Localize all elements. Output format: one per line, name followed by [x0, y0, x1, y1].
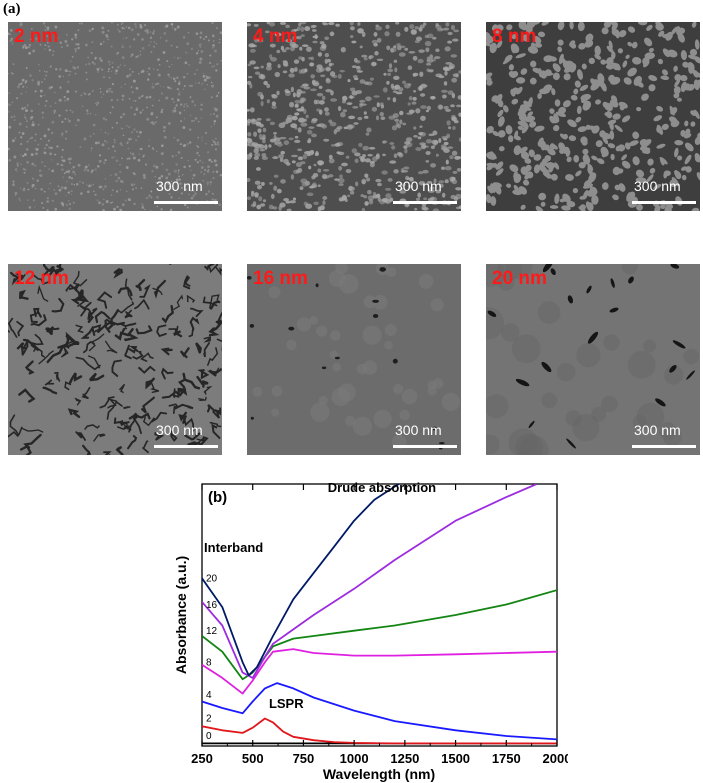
series-label: 20	[206, 574, 218, 585]
sem-texture	[486, 22, 700, 211]
sem-texture	[486, 264, 700, 455]
x-tick-label: 750	[293, 751, 315, 766]
sem-image-5: 16 nm 300 nm	[247, 264, 461, 455]
panel-b-label: (b)	[208, 489, 227, 506]
chart-annotation: Drude absorption	[328, 482, 436, 495]
panel-a-label: (a)	[3, 1, 21, 17]
scale-bar-label: 300 nm	[634, 422, 681, 438]
scale-bar-label: 300 nm	[634, 178, 681, 194]
series-label: 8	[206, 657, 212, 668]
sem-image-3: 8 nm 300 nm	[486, 22, 700, 211]
series-label: 16	[206, 600, 218, 611]
x-tick-label: 1750	[492, 751, 521, 766]
series-line-4	[202, 682, 557, 741]
chart-annotation: Interband	[204, 540, 263, 555]
sem-texture	[247, 22, 461, 211]
x-axis-label: Wavelength (nm)	[323, 766, 435, 782]
series-line-16	[202, 484, 538, 679]
series-line-20	[202, 484, 401, 677]
plot-frame	[201, 483, 558, 747]
sem-image-1: 2 nm 300 nm	[8, 22, 222, 211]
sem-image-6: 20 nm 300 nm	[486, 264, 700, 455]
scale-bar	[154, 201, 218, 204]
scale-bar-label: 300 nm	[395, 178, 442, 194]
film-thickness-label: 12 nm	[14, 268, 69, 289]
x-tick-label: 250	[191, 751, 213, 766]
scale-bar	[154, 445, 218, 448]
film-thickness-label: 20 nm	[492, 268, 547, 289]
film-thickness-label: 8 nm	[492, 26, 537, 47]
series-label: 4	[206, 690, 212, 701]
chart-annotation: LSPR	[269, 696, 304, 711]
x-tick-label: 1000	[340, 751, 369, 766]
sem-texture	[247, 264, 461, 455]
series-label: 2	[206, 714, 212, 725]
absorbance-chart: 250 500 750 1000 1250 1500 1750 2000 (b) Drude …	[173, 482, 568, 782]
x-tick-label: 500	[242, 751, 264, 766]
sem-image-4: 12 nm 300 nm	[8, 264, 222, 455]
scale-bar	[393, 445, 457, 448]
scale-bar	[632, 445, 696, 448]
y-axis-label: Absorbance (a.u.)	[173, 556, 189, 674]
scale-bar	[393, 201, 457, 204]
series-line-2	[202, 717, 557, 745]
sem-texture	[8, 264, 222, 455]
scale-bar	[632, 201, 696, 204]
series-line-12	[202, 589, 557, 681]
scale-bar-label: 300 nm	[156, 178, 203, 194]
film-thickness-label: 4 nm	[253, 26, 298, 47]
x-tick-label: 1500	[441, 751, 470, 766]
film-thickness-label: 2 nm	[14, 26, 59, 47]
film-thickness-label: 16 nm	[253, 268, 308, 289]
sem-texture	[8, 22, 222, 211]
scale-bar-label: 300 nm	[395, 422, 442, 438]
x-tick-label: 2000	[543, 751, 568, 766]
x-tick-label: 1250	[390, 751, 419, 766]
series-label: 0	[206, 731, 212, 742]
series-label: 12	[206, 626, 218, 637]
series-line-8	[202, 648, 557, 695]
scale-bar-label: 300 nm	[156, 422, 203, 438]
sem-image-2: 4 nm 300 nm	[247, 22, 461, 211]
